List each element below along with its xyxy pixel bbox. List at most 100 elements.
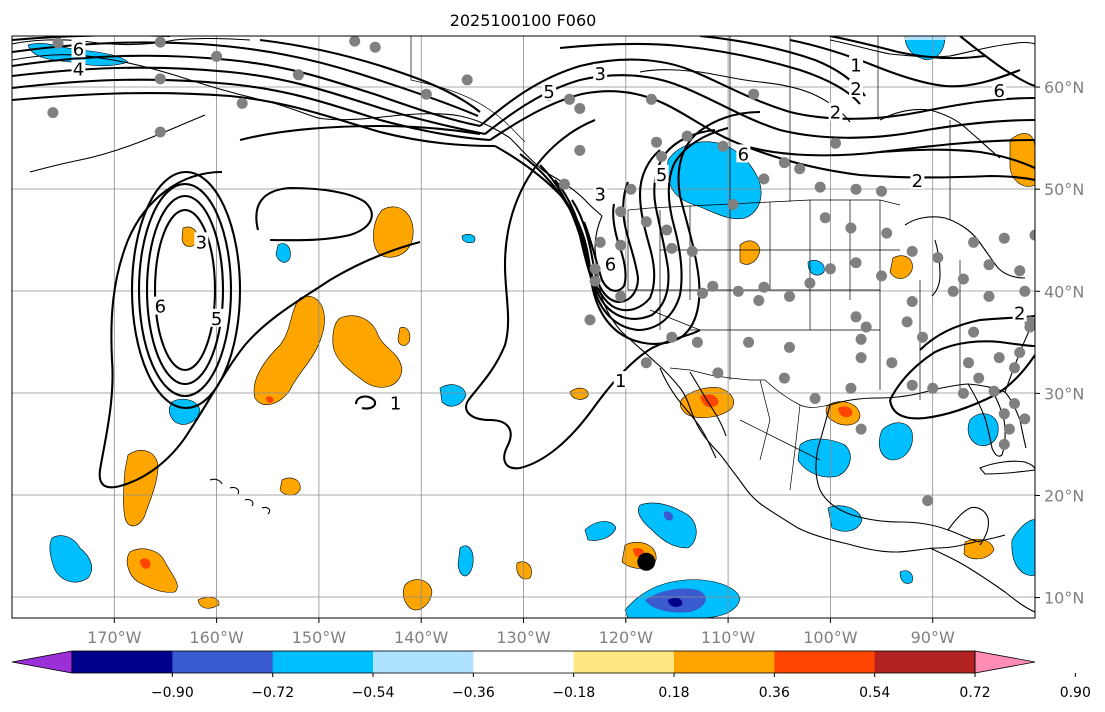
negative-anomaly-patch [879, 422, 913, 461]
station-marker [1019, 413, 1031, 425]
station-marker [850, 183, 862, 195]
station-marker [932, 252, 944, 264]
station-marker [461, 74, 473, 86]
station-marker [645, 93, 657, 105]
station-marker [691, 336, 703, 348]
contour-label: 4 [73, 60, 84, 81]
strong-positive-core [838, 406, 853, 418]
station-marker [824, 263, 836, 275]
station-marker [594, 236, 606, 248]
station-marker [850, 311, 862, 323]
station-marker [957, 273, 969, 285]
station-marker [906, 245, 918, 257]
latitude-tick-label: 60°N [1044, 78, 1084, 97]
strong-positive-core [266, 396, 274, 403]
contour-label: 6 [155, 297, 166, 318]
map-gridlines [12, 36, 1035, 618]
colorbar-tick-label: 0.36 [759, 685, 790, 701]
station-marker [758, 281, 770, 293]
longitude-tick-label: 140°W [394, 628, 449, 647]
station-marker [983, 259, 995, 271]
central-america-coast [929, 547, 1035, 613]
contour-line [559, 42, 861, 105]
yucatan-coast [947, 506, 989, 546]
contour-label-background [209, 308, 224, 327]
closed-low-contour [137, 182, 233, 398]
station-marker [640, 216, 652, 228]
station-marker [998, 438, 1010, 450]
contour-label: 6 [605, 255, 616, 276]
positive-anomaly-patch [516, 561, 532, 580]
station-marker [845, 222, 857, 234]
contour-line [519, 126, 729, 332]
contour-line [571, 181, 640, 304]
station-markers [47, 36, 1035, 507]
latitude-tick-label: 50°N [1044, 180, 1084, 199]
colorbar-segment [674, 651, 775, 673]
station-marker [876, 185, 887, 197]
station-marker [784, 341, 795, 353]
station-marker [681, 130, 693, 142]
storm-center-marker [637, 552, 656, 571]
station-marker [1009, 362, 1020, 374]
contour-line [829, 36, 986, 60]
station-marker [47, 107, 59, 119]
positive-anomaly-patch [397, 327, 411, 346]
station-marker [1029, 229, 1035, 241]
contour-label-background [992, 81, 1007, 100]
negative-anomaly-patch [967, 413, 999, 446]
longitude-tick-label: 100°W [803, 628, 858, 647]
strong-negative-core [668, 597, 683, 607]
contour-line [12, 91, 496, 148]
station-marker [564, 93, 575, 105]
positive-anomaly-patch [889, 255, 913, 279]
strong-positive-core [700, 394, 719, 408]
contour-line [354, 395, 377, 410]
negative-anomaly-patch [1011, 519, 1035, 576]
longitude-tick-label: 110°W [701, 628, 756, 647]
contour-label-background [593, 184, 608, 203]
station-marker [809, 393, 821, 404]
colorbar-tick-label: −0.90 [151, 685, 194, 701]
gulf-of-california-coast [689, 371, 727, 437]
station-marker [1009, 398, 1020, 410]
colorbar-segment [72, 651, 173, 673]
station-marker [855, 333, 867, 345]
contour-line [789, 38, 1021, 88]
station-marker [743, 336, 755, 348]
station-marker [717, 140, 729, 152]
aleutian-islands [29, 114, 206, 173]
station-marker [420, 88, 432, 100]
longitude-tick-label: 90°W [911, 628, 955, 647]
contour-label: 2 [912, 171, 923, 192]
station-marker [886, 357, 898, 369]
station-marker [794, 163, 806, 175]
station-marker [850, 257, 862, 269]
anomaly-fill-layer [27, 36, 1035, 618]
station-marker [814, 181, 826, 193]
negative-anomaly-patch [584, 521, 617, 541]
contour-line [12, 66, 486, 136]
contour-label-background [828, 102, 843, 121]
colorbar-segment [874, 651, 976, 673]
baja-california-coast [659, 367, 717, 459]
contour-line [12, 54, 481, 128]
colorbar-extend-high [974, 650, 1036, 674]
mexico-state-borders [739, 379, 821, 491]
us-mexico-border [669, 367, 831, 408]
contour-label-background [388, 393, 403, 412]
colorbar-tick-label: 0.18 [658, 685, 689, 701]
station-marker [901, 316, 913, 328]
station-marker [656, 151, 668, 162]
station-marker [574, 103, 586, 114]
station-marker [973, 372, 985, 384]
northern-canada-coast [639, 69, 851, 123]
contour-label: 2 [1014, 304, 1025, 325]
station-marker [922, 495, 934, 507]
contour-label: 2 [830, 103, 841, 124]
station-marker [917, 331, 928, 343]
positive-anomaly-patch [402, 579, 433, 611]
contour-line [479, 58, 1035, 127]
contour-label: 6 [73, 39, 84, 60]
station-marker [998, 232, 1010, 244]
